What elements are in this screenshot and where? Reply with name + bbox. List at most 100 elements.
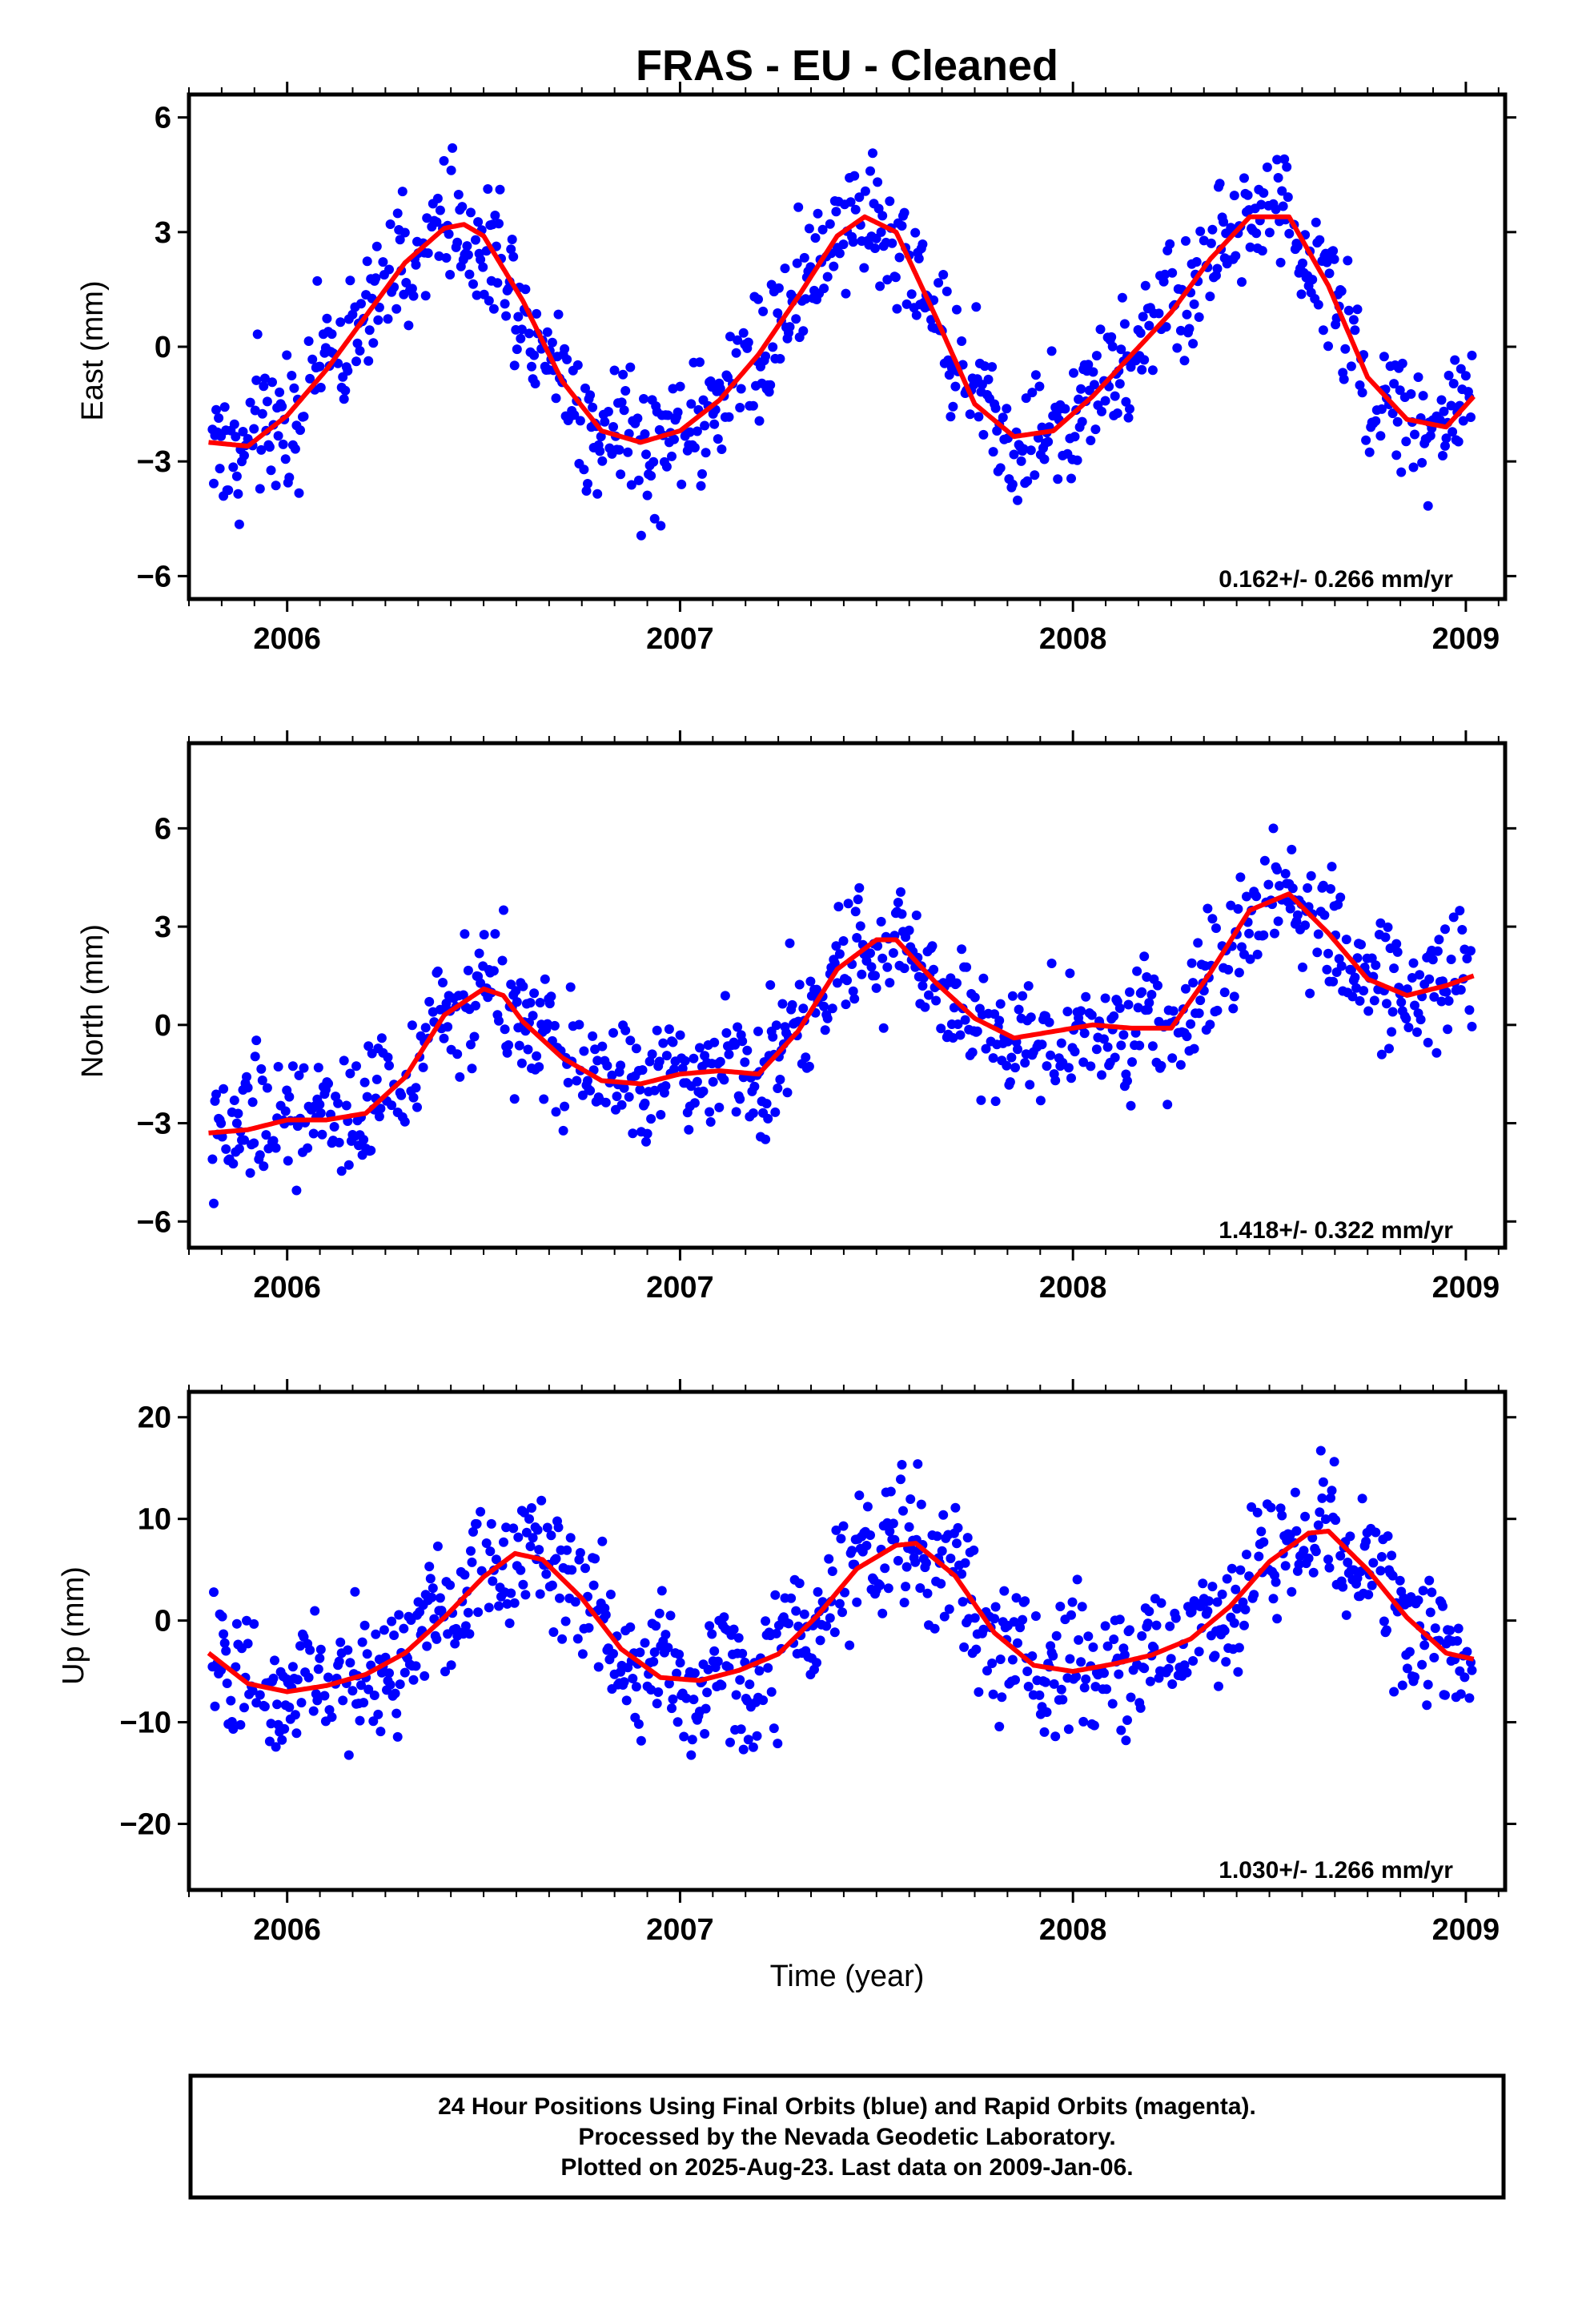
data-point [385,1679,396,1690]
data-point [1299,1546,1309,1556]
data-point [765,380,776,390]
data-point [428,1007,438,1017]
data-point [1137,1630,1147,1641]
data-point [1065,1654,1075,1664]
data-point [1091,1044,1102,1055]
data-point [546,991,556,1002]
data-point [1153,980,1162,991]
data-point [219,1084,229,1094]
data-point [1363,1590,1374,1600]
data-point [508,251,519,262]
rate-up: 1.030+/- 1.266 mm/yr [1219,1857,1453,1884]
data-point [1333,899,1343,910]
data-point [1287,1586,1297,1597]
data-point [1285,903,1295,914]
data-point [743,1735,753,1745]
data-point [422,1641,432,1651]
data-point [524,1514,534,1524]
data-point [906,289,917,300]
data-point [1435,415,1445,425]
data-point [283,1156,293,1166]
data-point [777,999,788,1009]
data-point [733,1633,744,1643]
data-point [483,184,493,194]
data-point [1161,322,1171,332]
data-point [339,394,349,404]
data-point [646,471,656,481]
data-point [870,243,880,253]
data-point [1211,923,1221,933]
data-point [876,916,886,927]
data-point [460,1570,470,1580]
data-point [1002,1036,1013,1047]
data-point [652,1699,662,1709]
data-point [825,219,835,229]
data-point [245,397,255,408]
data-point [1191,257,1202,267]
data-point [1396,467,1407,477]
data-point [700,1729,710,1739]
data-point [1348,315,1359,325]
data-point [462,241,472,251]
data-point [217,1611,227,1622]
data-point [1318,880,1328,891]
data-point [1122,1076,1132,1086]
data-point [990,1096,1001,1107]
data-point [1123,412,1134,423]
data-point [894,252,905,263]
data-point [488,1576,498,1586]
data-point [689,1098,700,1108]
data-point [922,1588,933,1598]
data-point [322,313,332,324]
data-point [1144,998,1154,1008]
data-point [715,384,725,394]
data-point [950,1502,961,1513]
data-point [841,288,851,299]
data-point [245,1168,255,1178]
data-point [255,1150,265,1160]
data-point [1149,1642,1159,1653]
data-point [674,1649,685,1659]
data-point [1280,1561,1291,1571]
data-point [250,405,260,416]
data-point [820,1025,830,1035]
data-point [584,1622,594,1633]
data-point [1181,235,1191,246]
data-point [1160,269,1170,279]
data-point [408,1092,419,1103]
data-point [525,998,536,1008]
data-point [840,1587,849,1598]
data-point [474,948,484,959]
data-point [542,327,552,337]
data-point [1205,292,1215,302]
data-point [1212,1597,1223,1607]
data-point [1066,473,1076,484]
data-point [1392,416,1403,427]
data-point [910,1557,921,1567]
data-point [1110,391,1120,401]
data-point [1383,922,1393,932]
data-point [219,402,230,412]
data-point [769,1723,779,1734]
data-point [1089,380,1099,390]
data-point [768,342,778,352]
data-point [1042,1707,1052,1717]
data-point [1233,904,1243,914]
panel-north: North (mm) −6 −3 0 3 6 2006 2007 2008 2009 1.418… [76,730,1516,1305]
data-point [435,1593,445,1603]
data-point [648,1656,659,1667]
data-point [967,1047,978,1058]
data-point [259,373,270,384]
data-point [960,1015,970,1025]
data-point [725,332,735,342]
data-point [432,1541,443,1551]
data-point [942,286,952,296]
data-point [494,1601,504,1611]
data-point [1361,1536,1371,1546]
data-point [266,465,276,476]
data-point [640,1638,650,1648]
data-point [363,356,374,366]
data-point [913,1459,923,1470]
data-point [709,1037,720,1047]
data-point [1242,891,1251,902]
